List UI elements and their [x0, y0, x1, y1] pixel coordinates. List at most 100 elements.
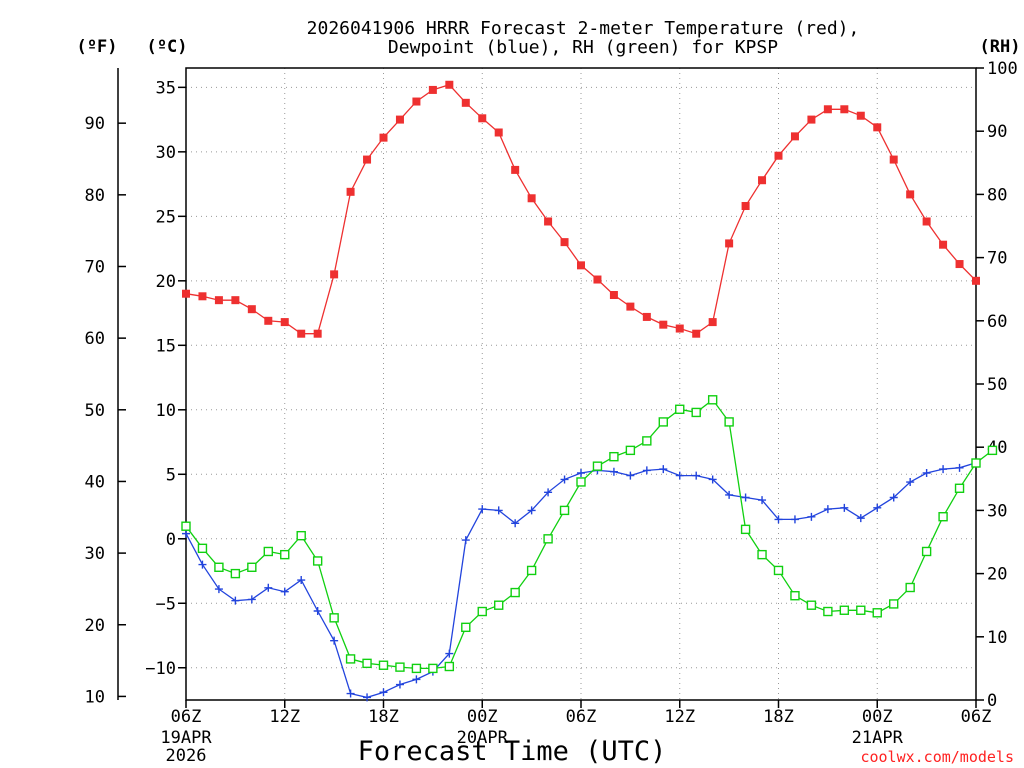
temperature-point	[758, 176, 767, 185]
temperature-point	[939, 240, 948, 249]
dewpoint-point	[363, 693, 372, 702]
dewpoint-point	[511, 519, 520, 528]
dewpoint-point	[560, 475, 569, 484]
x-tick-label: 18Z	[368, 707, 399, 727]
temperature-point	[198, 292, 207, 301]
celsius-tick-label: −5	[156, 594, 176, 614]
dewpoint-point	[214, 585, 223, 594]
celsius-tick-label: 0	[166, 530, 176, 550]
dewpoint-point	[395, 680, 404, 689]
chart-axes	[117, 67, 984, 708]
temperature-point	[560, 238, 569, 247]
fahrenheit-tick-label: 60	[85, 329, 105, 349]
rh-point	[494, 600, 504, 610]
dewpoint-point	[955, 463, 964, 472]
fahrenheit-tick-label: 80	[85, 186, 105, 206]
dewpoint-point	[527, 506, 536, 515]
rh-tick-label: 90	[987, 122, 1007, 142]
dewpoint-point	[182, 529, 190, 538]
temperature-point	[297, 329, 306, 338]
dewpoint-point	[823, 505, 832, 514]
dewpoint-point	[675, 471, 684, 480]
rh-point	[181, 521, 191, 531]
temperature-point	[577, 261, 585, 270]
temperature-point	[659, 320, 668, 329]
dewpoint-point	[626, 471, 635, 480]
rh-point	[724, 417, 734, 427]
dewpoint-point	[577, 468, 585, 477]
fahrenheit-tick-label: 70	[85, 257, 105, 277]
temperature-point	[609, 291, 618, 300]
temperature-point	[955, 260, 964, 269]
fahrenheit-tick-label: 10	[85, 687, 105, 707]
watermark: coolwx.com/models	[860, 748, 1014, 766]
temperature-point	[264, 316, 273, 325]
temperature-point	[494, 128, 503, 137]
temperature-point	[428, 85, 437, 94]
dewpoint-point	[906, 478, 915, 487]
x-tick-date-label: 19APR	[160, 728, 212, 748]
rh-point	[197, 543, 208, 554]
rh-point	[592, 461, 603, 471]
dewpoint-point	[692, 471, 701, 480]
rh-point	[625, 445, 636, 456]
rh-point	[806, 600, 817, 610]
fahrenheit-tick-label: 50	[85, 401, 105, 421]
dewpoint-point	[889, 493, 898, 502]
x-tick-date-label: 2026	[166, 746, 207, 766]
fahrenheit-tick-label: 90	[85, 114, 105, 134]
dewpoint-point	[231, 596, 240, 605]
dewpoint-point	[379, 688, 388, 697]
rh-tick-label: 20	[987, 565, 1007, 585]
fahrenheit-tick-label: 40	[85, 472, 105, 492]
dewpoint-point	[708, 475, 717, 484]
rh-point	[510, 587, 520, 598]
celsius-tick-label: −10	[145, 659, 176, 679]
x-tick-date-label: 21APR	[852, 728, 904, 748]
temperature-point	[856, 111, 865, 120]
x-tick-label: 06Z	[566, 707, 597, 727]
temperature-point	[593, 275, 602, 284]
rh-point	[411, 663, 422, 674]
rh-point	[296, 530, 306, 541]
temperature-point	[395, 115, 404, 124]
temperature-point	[313, 329, 322, 338]
x-tick-label: 12Z	[269, 707, 300, 727]
rh-point	[559, 505, 570, 516]
rh-point	[609, 451, 619, 462]
x-tick-label: 00Z	[467, 707, 498, 727]
dewpoint-point	[478, 505, 487, 514]
temperature-point	[461, 98, 470, 107]
temperature-point	[346, 187, 355, 196]
x-tick-date-label: 20APR	[457, 728, 509, 748]
dewpoint-point	[774, 515, 783, 524]
rh-point	[214, 562, 224, 572]
chart-title-line-2: Dewpoint (blue), RH (green) for KPSP	[388, 37, 778, 58]
celsius-tick-label: 30	[156, 143, 176, 163]
x-tick-label: 18Z	[763, 707, 794, 727]
temperature-point	[906, 190, 915, 199]
dewpoint-point	[725, 490, 734, 499]
dewpoint-point	[939, 465, 948, 474]
x-axis-label: Forecast Time (UTC)	[358, 736, 667, 767]
temperature-point	[231, 296, 240, 305]
rh-tick-label: 50	[987, 375, 1007, 395]
dewpoint-point	[741, 493, 750, 502]
dewpoint-point	[659, 465, 668, 474]
dewpoint-point	[461, 536, 470, 545]
temperature-point	[214, 296, 223, 305]
x-tick-label: 06Z	[171, 707, 202, 727]
rh-point	[526, 565, 537, 576]
dewpoint-point	[922, 468, 931, 477]
temperature-point	[725, 239, 734, 248]
rh-point	[263, 546, 273, 557]
dewpoint-point	[790, 515, 799, 524]
temperature-point	[642, 312, 651, 321]
rh-point	[247, 562, 257, 572]
temperature-point	[445, 80, 454, 89]
temperature-point	[280, 318, 289, 327]
rh-point	[477, 606, 487, 617]
rh-point	[889, 599, 899, 609]
dewpoint-point	[856, 514, 865, 523]
